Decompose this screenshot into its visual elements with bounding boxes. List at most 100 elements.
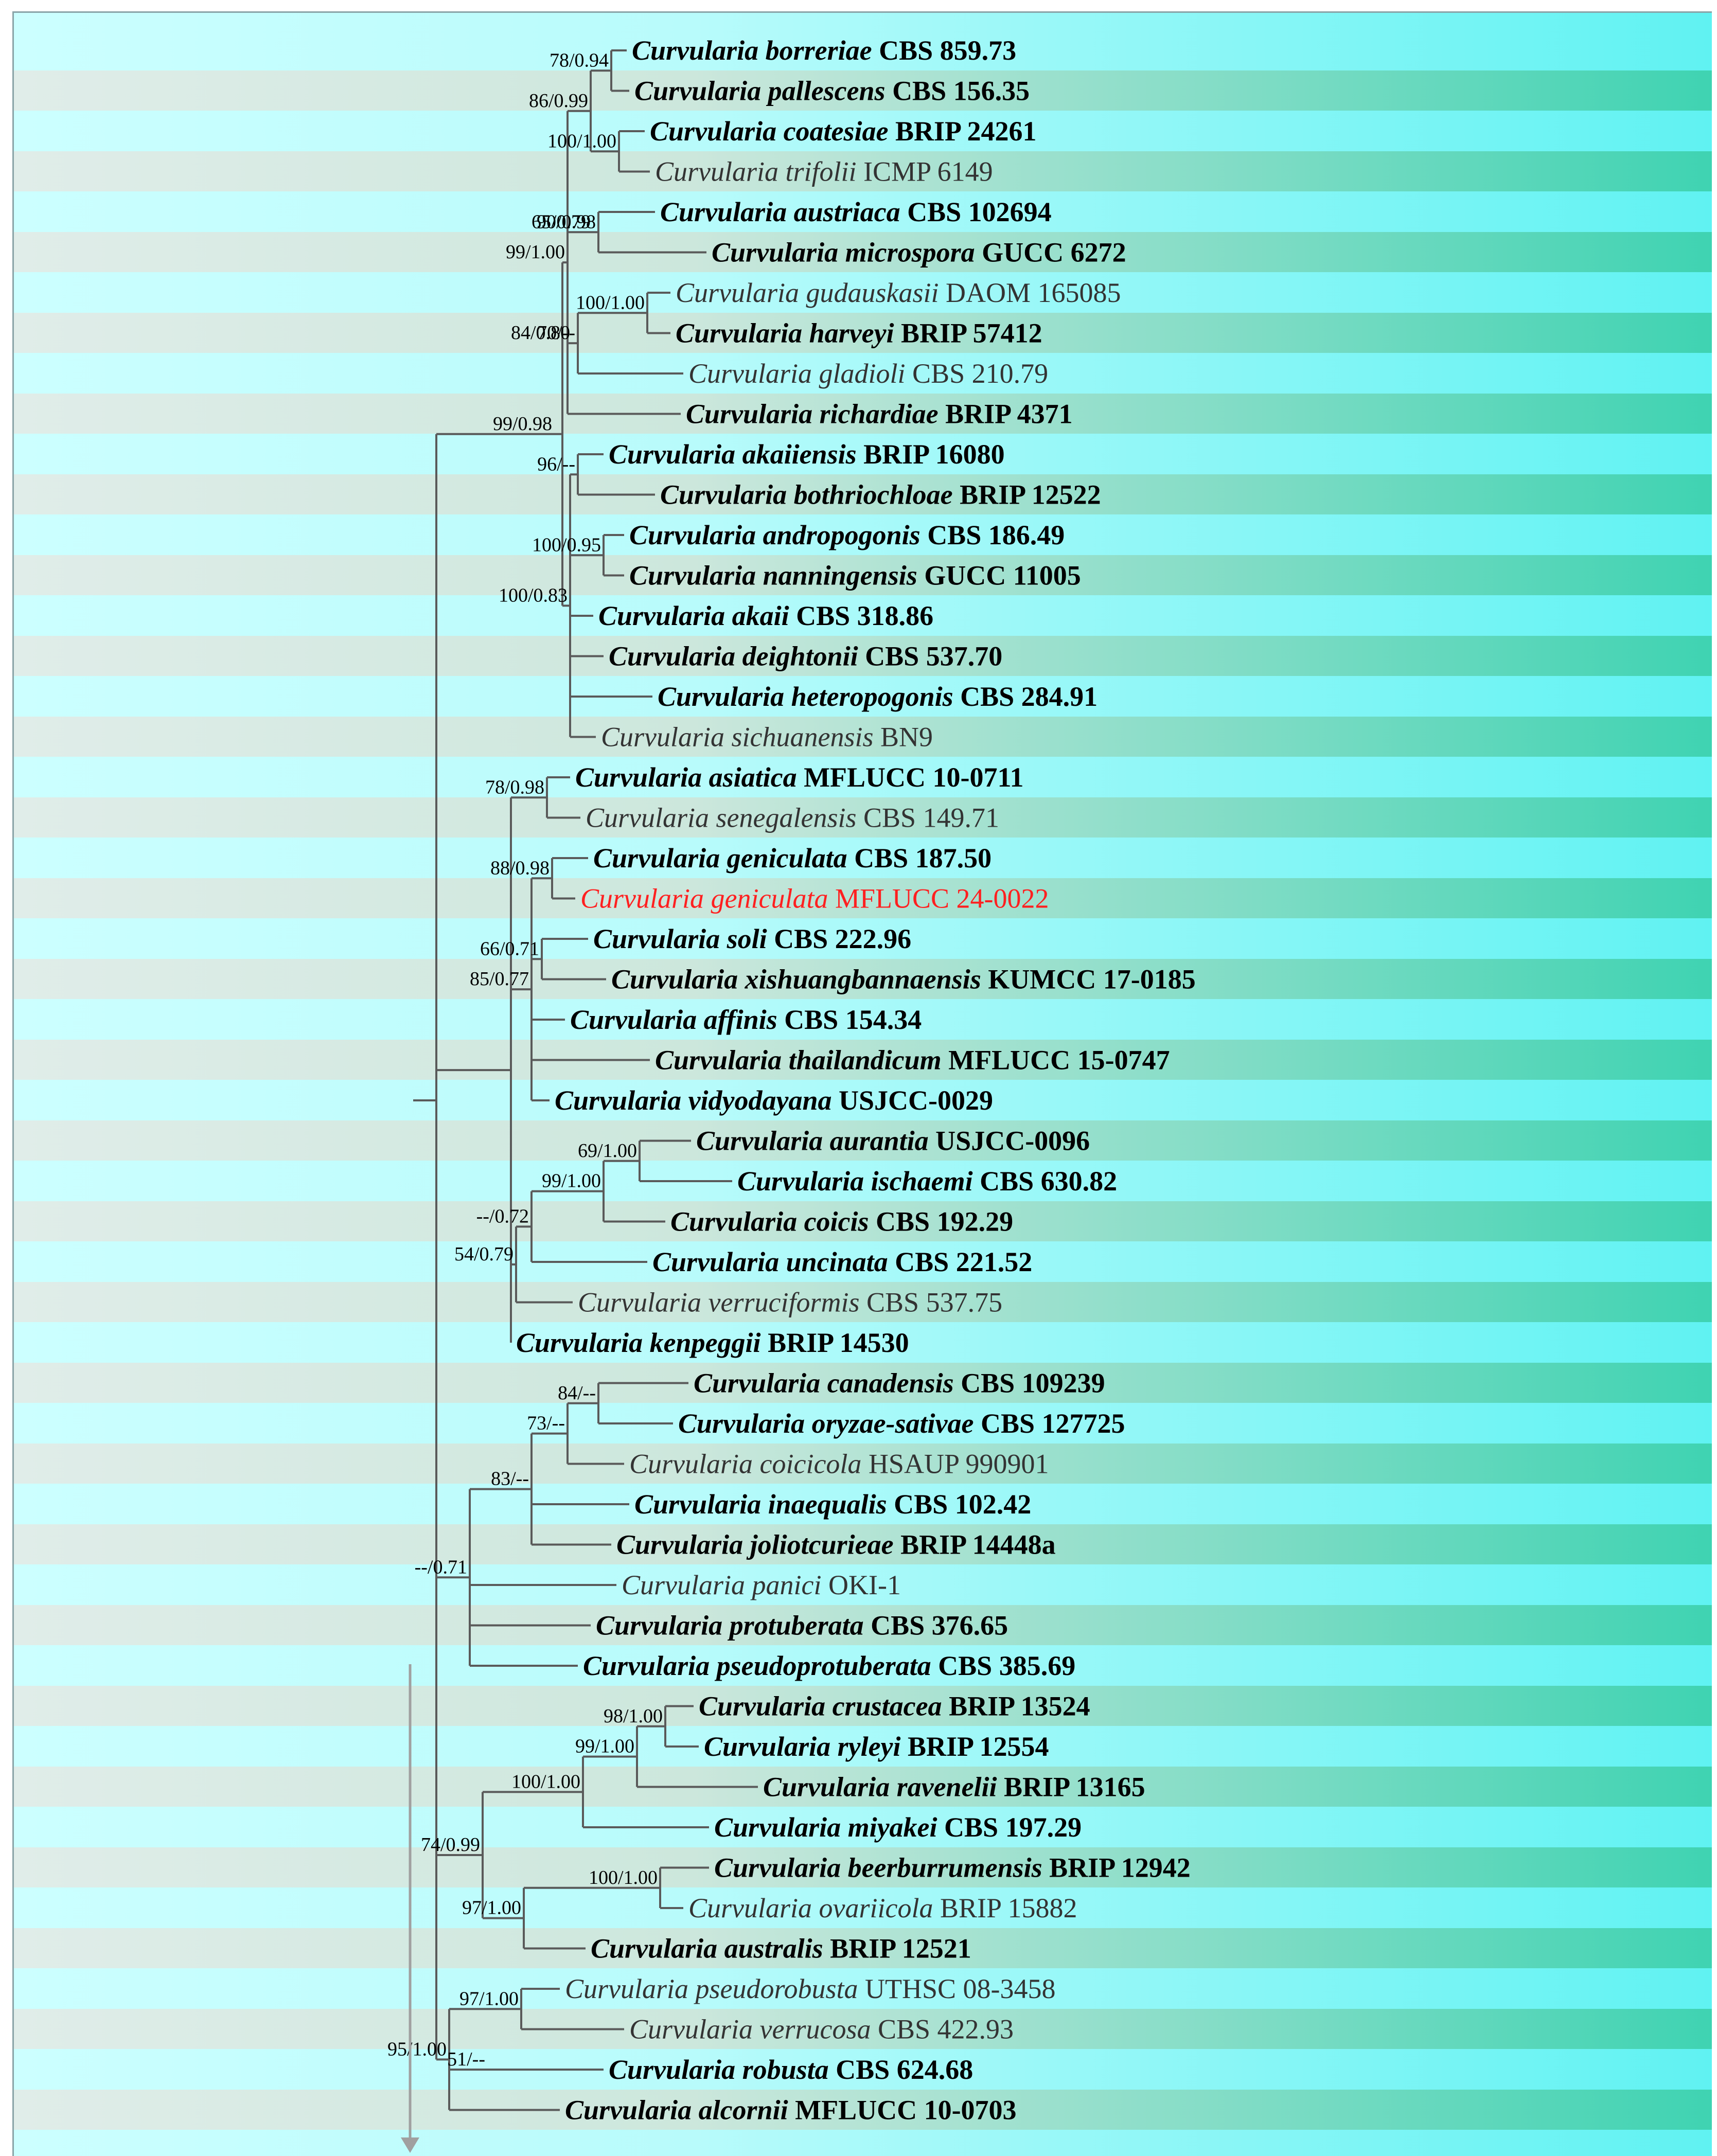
- support-value: 54/0.79: [454, 1243, 514, 1265]
- taxon-label: Curvularia inaequalis CBS 102.42: [634, 1489, 1031, 1520]
- strain-code: MFLUCC 10-0703: [788, 2095, 1017, 2126]
- support-value: 90/0.98: [537, 211, 596, 233]
- species-name: Curvularia pseudorobusta: [565, 1973, 858, 2004]
- species-name: Curvularia panici: [622, 1570, 822, 1600]
- species-name: Curvularia coicis: [670, 1206, 869, 1237]
- species-name: Curvularia joliotcurieae: [616, 1529, 894, 1560]
- taxon-label: Curvularia verruciformis CBS 537.75: [578, 1287, 1002, 1318]
- taxon-label: Curvularia verrucosa CBS 422.93: [629, 2014, 1014, 2045]
- strain-code: BRIP 14530: [761, 1327, 909, 1358]
- strain-code: BN9: [874, 722, 933, 753]
- taxon-label: Curvularia aurantia USJCC-0096: [696, 1126, 1090, 1156]
- taxon-label: Curvularia ryleyi BRIP 12554: [704, 1731, 1049, 1762]
- strain-code: CBS 422.93: [871, 2014, 1014, 2045]
- strain-code: BRIP 4371: [939, 399, 1073, 430]
- taxon-label: Curvularia pseudoprotuberata CBS 385.69: [583, 1650, 1075, 1681]
- strain-code: CBS 222.96: [767, 923, 912, 954]
- taxon-label: Curvularia harveyi BRIP 57412: [676, 318, 1042, 349]
- support-value: 84/--: [558, 1382, 596, 1404]
- species-name: Curvularia ravenelii: [763, 1772, 997, 1803]
- strain-code: CBS 284.91: [953, 681, 1098, 712]
- support-value: 97/1.00: [459, 1988, 519, 2009]
- row-band: [14, 70, 1712, 111]
- row-band: [14, 1605, 1712, 1646]
- species-name: Curvularia pseudoprotuberata: [583, 1650, 931, 1681]
- species-name: Curvularia trifolii: [655, 156, 857, 187]
- species-name: Curvularia borreriae: [632, 35, 872, 66]
- row-band: [14, 1444, 1712, 1484]
- species-name: Curvularia gladioli: [688, 358, 906, 389]
- strain-code: BRIP 12554: [901, 1731, 1049, 1762]
- species-name: Curvularia oryzae-sativae: [678, 1408, 974, 1439]
- support-value: 99/0.98: [493, 413, 552, 435]
- taxon-label: Curvularia thailandicum MFLUCC 15-0747: [655, 1045, 1170, 1076]
- taxon-label: Curvularia nanningensis GUCC 11005: [629, 560, 1081, 591]
- strain-code: CBS 318.86: [789, 600, 934, 631]
- strain-code: CBS 859.73: [872, 35, 1017, 66]
- species-name: Curvularia coicicola: [629, 1449, 861, 1480]
- row-band: [14, 555, 1712, 596]
- species-name: Curvularia pallescens: [634, 76, 886, 106]
- taxon-label: Curvularia asiatica MFLUCC 10-0711: [575, 762, 1024, 793]
- row-band: [14, 1040, 1712, 1080]
- taxon-label: Curvularia ischaemi CBS 630.82: [737, 1166, 1117, 1197]
- taxon-label: Curvularia vidyodayana USJCC-0029: [555, 1085, 993, 1116]
- strain-code: CBS 156.35: [886, 76, 1030, 106]
- species-name: Curvularia harveyi: [676, 318, 894, 349]
- support-value: 74/0.99: [421, 1834, 480, 1856]
- strain-code: GUCC 6272: [975, 237, 1126, 268]
- support-value: 85/0.77: [470, 968, 529, 990]
- species-name: Curvularia xishuangbannaensis: [611, 964, 981, 995]
- row-band: [14, 313, 1712, 353]
- taxon-label: Curvularia miyakei CBS 197.29: [714, 1812, 1082, 1843]
- down-arrow-icon: [401, 1664, 419, 2153]
- phylogenetic-tree: Curvularia borreriae CBS 859.73 Curvulari…: [387, 35, 1196, 2153]
- strain-code: CBS 102.42: [887, 1489, 1032, 1520]
- taxon-label: Curvularia affinis CBS 154.34: [570, 1004, 922, 1035]
- species-name: Curvularia coatesiae: [650, 116, 889, 147]
- species-name: Curvularia geniculata: [580, 883, 828, 914]
- species-name: Curvularia geniculata: [593, 843, 847, 874]
- species-name: Curvularia protuberata: [596, 1610, 864, 1641]
- species-name: Curvularia akaiiensis: [609, 439, 857, 470]
- row-band: [14, 1363, 1712, 1403]
- support-value: 66/0.71: [480, 938, 539, 959]
- support-value: --/0.71: [415, 1556, 467, 1578]
- row-band: [14, 1847, 1712, 1888]
- strain-code: BRIP 12521: [823, 1933, 971, 1964]
- taxon-label: Curvularia geniculata CBS 187.50: [593, 843, 992, 874]
- taxon-label: Curvularia canadensis CBS 109239: [694, 1368, 1105, 1399]
- support-value: 100/0.95: [532, 534, 601, 556]
- taxon-label: Curvularia coatesiae BRIP 24261: [650, 116, 1037, 147]
- strain-code: CBS 154.34: [777, 1004, 922, 1035]
- strain-code: ICMP 6149: [857, 156, 993, 187]
- species-name: Curvularia canadensis: [694, 1368, 954, 1399]
- support-value: 96/--: [537, 453, 575, 475]
- tree-frame: Curvularia borreriae CBS 859.73 Curvulari…: [12, 11, 1712, 2156]
- taxon-label: Curvularia panici OKI-1: [622, 1570, 901, 1600]
- strain-code: USJCC-0029: [832, 1085, 994, 1116]
- row-band: [14, 1524, 1712, 1565]
- taxon-label: Curvularia soli CBS 222.96: [593, 923, 911, 954]
- taxon-label: Curvularia alcornii MFLUCC 10-0703: [565, 2095, 1017, 2126]
- strain-code: KUMCC 17-0185: [981, 964, 1196, 995]
- support-value: 100/1.00: [576, 292, 645, 313]
- taxon-label: Curvularia akaiiensis BRIP 16080: [609, 439, 1005, 470]
- taxon-label: Curvularia akaii CBS 318.86: [598, 600, 933, 631]
- species-name: Curvularia alcornii: [565, 2095, 788, 2126]
- support-value: 100/0.83: [499, 584, 568, 606]
- support-value: 100/1.00: [589, 1867, 658, 1888]
- species-name: Curvularia beerburrumensis: [714, 1852, 1042, 1883]
- taxon-label: Curvularia coicis CBS 192.29: [670, 1206, 1013, 1237]
- support-value: 65/0.79: [532, 211, 591, 233]
- strain-code: CBS 192.29: [869, 1206, 1014, 1237]
- strain-code: CBS 376.65: [864, 1610, 1008, 1641]
- strain-code: BRIP 16080: [857, 439, 1005, 470]
- species-name: Curvularia bothriochloae: [660, 479, 953, 510]
- species-name: Curvularia verrucosa: [629, 2014, 871, 2045]
- support-value: 78/0.94: [550, 49, 609, 71]
- species-name: Curvularia ryleyi: [704, 1731, 901, 1762]
- support-value: 97/1.00: [462, 1897, 521, 1919]
- taxon-label: Curvularia gladioli CBS 210.79: [688, 358, 1048, 389]
